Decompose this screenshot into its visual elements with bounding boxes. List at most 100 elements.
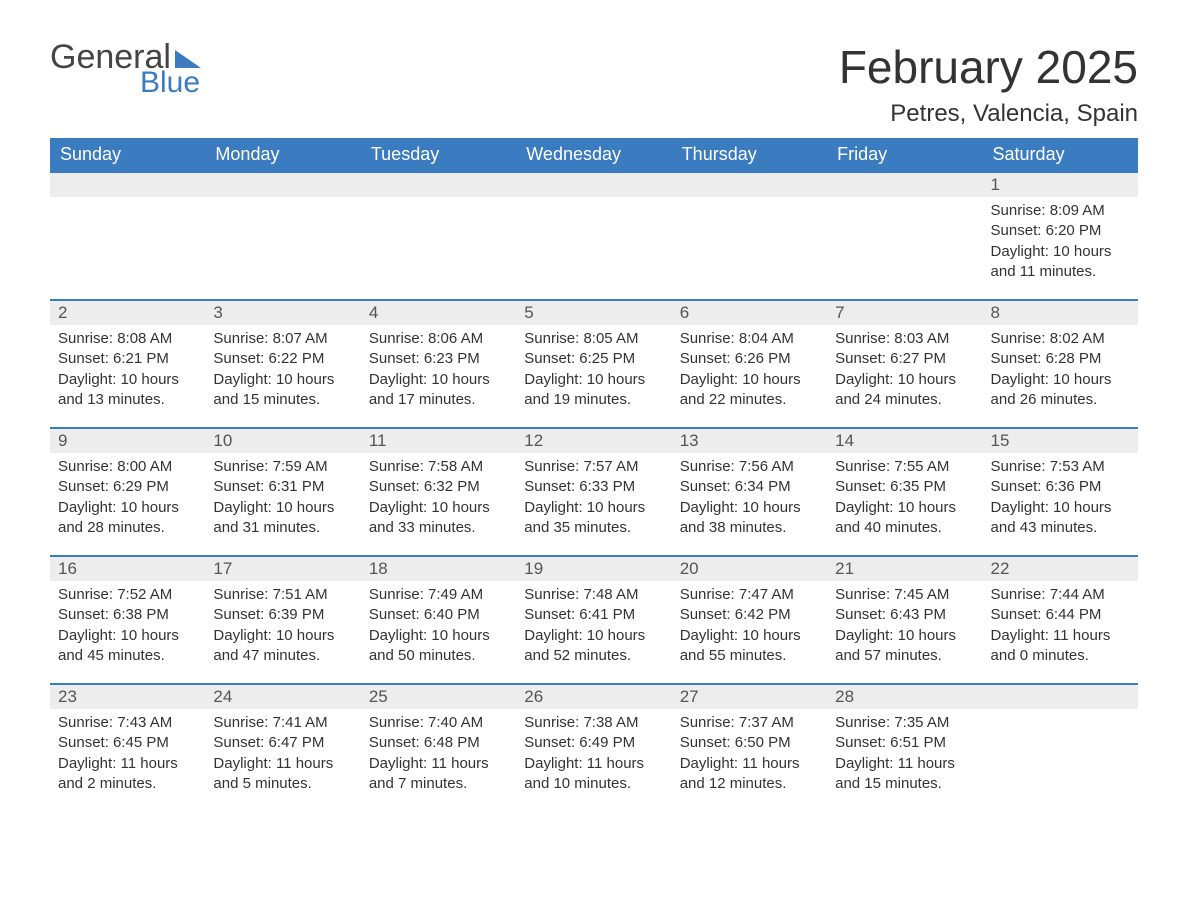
logo-word2: Blue <box>140 68 201 98</box>
day-sunset: Sunset: 6:43 PM <box>835 605 974 625</box>
day-content: Sunrise: 7:55 AMSunset: 6:35 PMDaylight:… <box>827 453 982 546</box>
day-day2: and 7 minutes. <box>369 774 508 794</box>
day-content: Sunrise: 8:00 AMSunset: 6:29 PMDaylight:… <box>50 453 205 546</box>
day-content: Sunrise: 7:58 AMSunset: 6:32 PMDaylight:… <box>361 453 516 546</box>
calendar-cell: 4Sunrise: 8:06 AMSunset: 6:23 PMDaylight… <box>361 299 516 427</box>
day-day2: and 35 minutes. <box>524 518 663 538</box>
day-day1: Daylight: 11 hours <box>213 754 352 774</box>
calendar-cell: 20Sunrise: 7:47 AMSunset: 6:42 PMDayligh… <box>672 555 827 683</box>
day-content: Sunrise: 8:08 AMSunset: 6:21 PMDaylight:… <box>50 325 205 418</box>
day-sunset: Sunset: 6:22 PM <box>213 349 352 369</box>
day-day1: Daylight: 11 hours <box>835 754 974 774</box>
day-day2: and 5 minutes. <box>213 774 352 794</box>
day-number: 19 <box>516 555 671 581</box>
day-day1: Daylight: 10 hours <box>680 498 819 518</box>
day-content: Sunrise: 7:44 AMSunset: 6:44 PMDaylight:… <box>983 581 1138 674</box>
day-sunrise: Sunrise: 7:41 AM <box>213 713 352 733</box>
day-content: Sunrise: 7:35 AMSunset: 6:51 PMDaylight:… <box>827 709 982 802</box>
day-content: Sunrise: 7:47 AMSunset: 6:42 PMDaylight:… <box>672 581 827 674</box>
day-day2: and 10 minutes. <box>524 774 663 794</box>
day-sunset: Sunset: 6:29 PM <box>58 477 197 497</box>
day-number: 24 <box>205 683 360 709</box>
day-number: 9 <box>50 427 205 453</box>
day-day2: and 15 minutes. <box>213 390 352 410</box>
day-sunset: Sunset: 6:31 PM <box>213 477 352 497</box>
day-day2: and 31 minutes. <box>213 518 352 538</box>
day-number: 2 <box>50 299 205 325</box>
header: General Blue February 2025 Petres, Valen… <box>50 40 1138 128</box>
calendar-cell: 22Sunrise: 7:44 AMSunset: 6:44 PMDayligh… <box>983 555 1138 683</box>
day-content: Sunrise: 8:07 AMSunset: 6:22 PMDaylight:… <box>205 325 360 418</box>
day-sunrise: Sunrise: 7:45 AM <box>835 585 974 605</box>
day-day1: Daylight: 10 hours <box>524 370 663 390</box>
day-number: 5 <box>516 299 671 325</box>
day-day1: Daylight: 10 hours <box>991 498 1130 518</box>
day-day1: Daylight: 11 hours <box>524 754 663 774</box>
day-day2: and 24 minutes. <box>835 390 974 410</box>
day-sunset: Sunset: 6:38 PM <box>58 605 197 625</box>
calendar-cell: 14Sunrise: 7:55 AMSunset: 6:35 PMDayligh… <box>827 427 982 555</box>
day-number: 22 <box>983 555 1138 581</box>
calendar-cell: 1Sunrise: 8:09 AMSunset: 6:20 PMDaylight… <box>983 171 1138 299</box>
calendar-cell: 2Sunrise: 8:08 AMSunset: 6:21 PMDaylight… <box>50 299 205 427</box>
day-day2: and 0 minutes. <box>991 646 1130 666</box>
day-sunrise: Sunrise: 7:58 AM <box>369 457 508 477</box>
day-content: Sunrise: 7:49 AMSunset: 6:40 PMDaylight:… <box>361 581 516 674</box>
day-sunrise: Sunrise: 7:37 AM <box>680 713 819 733</box>
calendar-cell: 13Sunrise: 7:56 AMSunset: 6:34 PMDayligh… <box>672 427 827 555</box>
calendar-cell: 17Sunrise: 7:51 AMSunset: 6:39 PMDayligh… <box>205 555 360 683</box>
day-content: Sunrise: 8:03 AMSunset: 6:27 PMDaylight:… <box>827 325 982 418</box>
day-day1: Daylight: 10 hours <box>369 626 508 646</box>
day-day2: and 11 minutes. <box>991 262 1130 282</box>
day-day1: Daylight: 10 hours <box>58 498 197 518</box>
day-content: Sunrise: 7:52 AMSunset: 6:38 PMDaylight:… <box>50 581 205 674</box>
day-day2: and 15 minutes. <box>835 774 974 794</box>
weekday-header: Friday <box>827 138 982 171</box>
day-number: 6 <box>672 299 827 325</box>
day-day1: Daylight: 10 hours <box>524 498 663 518</box>
day-sunset: Sunset: 6:45 PM <box>58 733 197 753</box>
day-sunset: Sunset: 6:20 PM <box>991 221 1130 241</box>
weekday-header: Tuesday <box>361 138 516 171</box>
calendar-cell: 25Sunrise: 7:40 AMSunset: 6:48 PMDayligh… <box>361 683 516 811</box>
day-content: Sunrise: 7:59 AMSunset: 6:31 PMDaylight:… <box>205 453 360 546</box>
day-sunset: Sunset: 6:50 PM <box>680 733 819 753</box>
day-sunrise: Sunrise: 8:08 AM <box>58 329 197 349</box>
weekday-header-row: SundayMondayTuesdayWednesdayThursdayFrid… <box>50 138 1138 171</box>
day-number: 23 <box>50 683 205 709</box>
day-sunrise: Sunrise: 7:52 AM <box>58 585 197 605</box>
calendar-cell: 8Sunrise: 8:02 AMSunset: 6:28 PMDaylight… <box>983 299 1138 427</box>
calendar-cell: 10Sunrise: 7:59 AMSunset: 6:31 PMDayligh… <box>205 427 360 555</box>
day-number: 27 <box>672 683 827 709</box>
title-block: February 2025 Petres, Valencia, Spain <box>839 40 1138 128</box>
day-day1: Daylight: 10 hours <box>213 498 352 518</box>
day-day1: Daylight: 10 hours <box>58 370 197 390</box>
day-day1: Daylight: 11 hours <box>680 754 819 774</box>
day-number <box>516 171 671 197</box>
day-day2: and 12 minutes. <box>680 774 819 794</box>
day-day2: and 19 minutes. <box>524 390 663 410</box>
calendar-row: 1Sunrise: 8:09 AMSunset: 6:20 PMDaylight… <box>50 171 1138 299</box>
day-day2: and 55 minutes. <box>680 646 819 666</box>
day-number: 3 <box>205 299 360 325</box>
calendar-cell: 19Sunrise: 7:48 AMSunset: 6:41 PMDayligh… <box>516 555 671 683</box>
day-content: Sunrise: 7:48 AMSunset: 6:41 PMDaylight:… <box>516 581 671 674</box>
day-sunrise: Sunrise: 7:51 AM <box>213 585 352 605</box>
day-number <box>50 171 205 197</box>
weekday-header: Monday <box>205 138 360 171</box>
day-day1: Daylight: 11 hours <box>369 754 508 774</box>
day-number: 18 <box>361 555 516 581</box>
day-sunset: Sunset: 6:44 PM <box>991 605 1130 625</box>
day-sunset: Sunset: 6:33 PM <box>524 477 663 497</box>
day-day2: and 22 minutes. <box>680 390 819 410</box>
day-number: 16 <box>50 555 205 581</box>
day-number <box>361 171 516 197</box>
day-sunrise: Sunrise: 8:06 AM <box>369 329 508 349</box>
day-sunset: Sunset: 6:26 PM <box>680 349 819 369</box>
day-number: 20 <box>672 555 827 581</box>
day-sunrise: Sunrise: 7:57 AM <box>524 457 663 477</box>
day-number: 28 <box>827 683 982 709</box>
day-content: Sunrise: 7:43 AMSunset: 6:45 PMDaylight:… <box>50 709 205 802</box>
day-number <box>983 683 1138 709</box>
day-sunrise: Sunrise: 7:47 AM <box>680 585 819 605</box>
